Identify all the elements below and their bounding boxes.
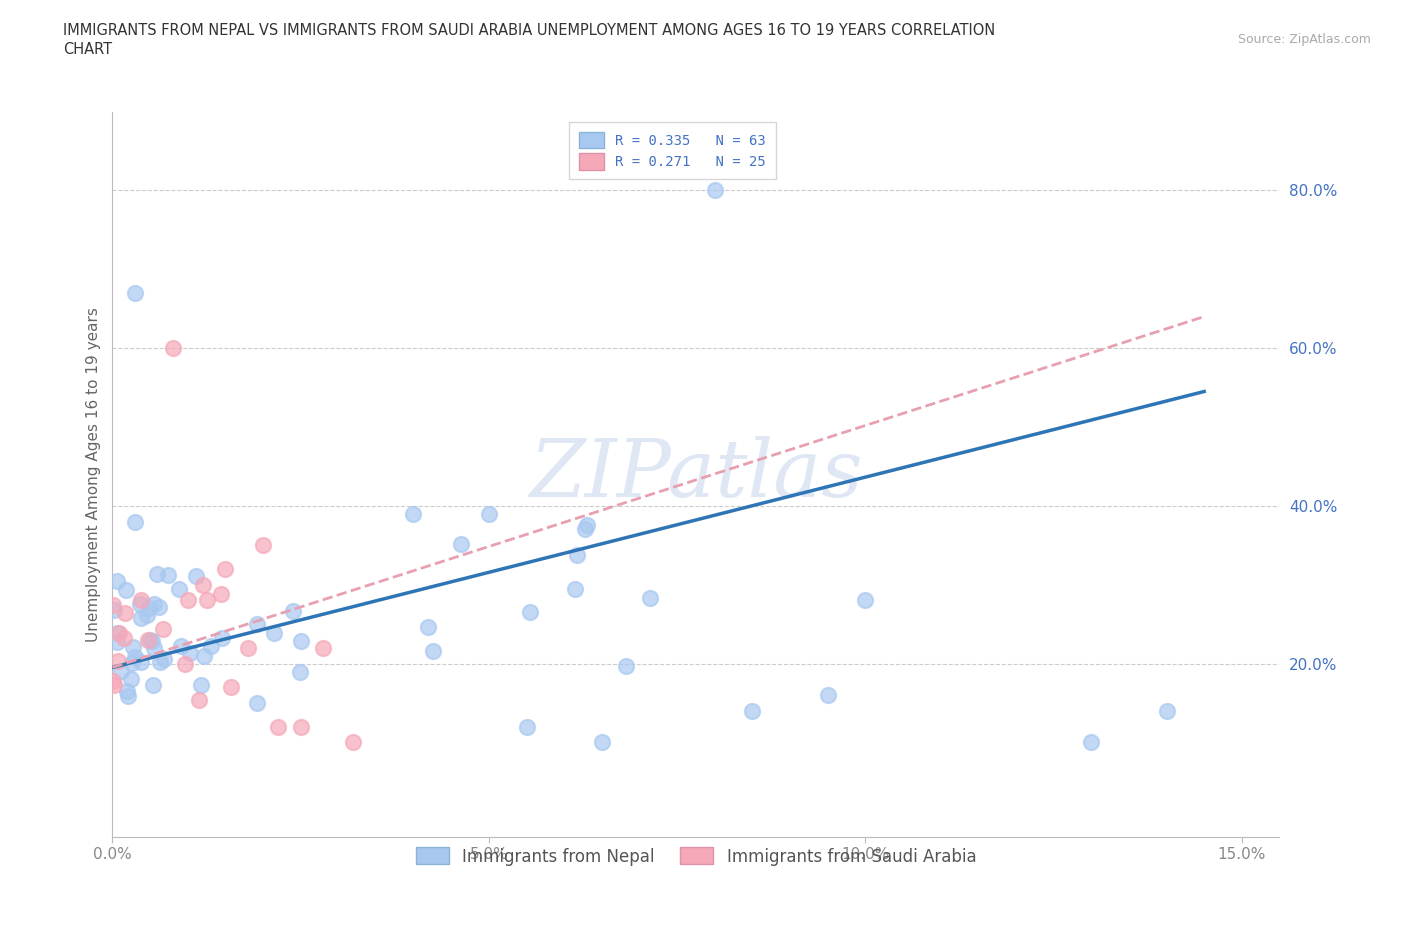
Point	[170, 639, 193, 654]
Point	[290, 634, 312, 649]
Point	[138, 601, 160, 616]
Text: IMMIGRANTS FROM NEPAL VS IMMIGRANTS FROM SAUDI ARABIA UNEMPLOYMENT AMONG AGES 16: IMMIGRANTS FROM NEPAL VS IMMIGRANTS FROM…	[63, 23, 995, 38]
Point	[252, 538, 274, 552]
Point	[416, 619, 439, 634]
Point	[129, 596, 152, 611]
Point	[246, 696, 269, 711]
Point	[146, 566, 169, 581]
Y-axis label: Unemployment Among Ages 16 to 19 years: Unemployment Among Ages 16 to 19 years	[86, 307, 101, 642]
Point	[107, 626, 129, 641]
Point	[105, 626, 128, 641]
Point	[263, 625, 285, 640]
Point	[211, 631, 233, 645]
Point	[219, 680, 242, 695]
Point	[246, 616, 269, 631]
Point	[184, 569, 207, 584]
Point	[200, 638, 222, 653]
Point	[110, 664, 132, 679]
Point	[565, 547, 588, 562]
Point	[478, 506, 501, 521]
Point	[312, 641, 335, 656]
Point	[129, 654, 152, 669]
Point	[142, 678, 165, 693]
Point	[141, 633, 163, 648]
Point	[115, 684, 138, 698]
Point	[136, 607, 159, 622]
Point	[173, 657, 195, 671]
Point	[152, 652, 174, 667]
Point	[191, 578, 214, 592]
Point	[402, 506, 425, 521]
Point	[162, 340, 184, 355]
Point	[143, 640, 166, 655]
Legend: Immigrants from Nepal, Immigrants from Saudi Arabia: Immigrants from Nepal, Immigrants from S…	[409, 841, 983, 872]
Point	[124, 286, 146, 300]
Point	[139, 632, 162, 647]
Point	[422, 644, 444, 658]
Point	[120, 671, 142, 686]
Point	[576, 518, 599, 533]
Point	[190, 677, 212, 692]
Point	[112, 631, 135, 645]
Point	[101, 597, 124, 612]
Point	[115, 583, 138, 598]
Point	[136, 632, 159, 647]
Point	[121, 656, 143, 671]
Point	[281, 604, 304, 618]
Text: Source: ZipAtlas.com: Source: ZipAtlas.com	[1237, 33, 1371, 46]
Text: ZIPatlas: ZIPatlas	[529, 435, 863, 513]
Point	[143, 596, 166, 611]
Point	[214, 562, 236, 577]
Point	[129, 592, 152, 607]
Point	[193, 648, 215, 663]
Point	[195, 593, 218, 608]
Point	[591, 735, 613, 750]
Point	[267, 719, 290, 734]
Point	[516, 719, 538, 734]
Point	[817, 687, 839, 702]
Point	[638, 591, 661, 605]
Point	[703, 183, 725, 198]
Point	[614, 658, 637, 673]
Point	[105, 635, 128, 650]
Point	[101, 674, 124, 689]
Point	[574, 521, 596, 536]
Point	[149, 654, 172, 669]
Point	[519, 604, 541, 619]
Point	[177, 593, 200, 608]
Point	[124, 649, 146, 664]
Point	[103, 677, 125, 692]
Point	[1080, 735, 1102, 750]
Point	[117, 688, 139, 703]
Text: CHART: CHART	[63, 42, 112, 57]
Point	[167, 582, 190, 597]
Point	[236, 641, 259, 656]
Point	[290, 719, 312, 734]
Point	[105, 574, 128, 589]
Point	[152, 621, 174, 636]
Point	[188, 693, 211, 708]
Point	[124, 514, 146, 529]
Point	[450, 536, 472, 551]
Point	[156, 567, 179, 582]
Point	[564, 582, 586, 597]
Point	[853, 593, 876, 608]
Point	[209, 586, 232, 601]
Point	[179, 645, 201, 660]
Point	[114, 605, 136, 620]
Point	[1156, 703, 1178, 718]
Point	[342, 735, 364, 750]
Point	[131, 610, 153, 625]
Point	[103, 603, 125, 618]
Point	[148, 599, 170, 614]
Point	[107, 654, 129, 669]
Point	[122, 640, 145, 655]
Point	[741, 703, 763, 718]
Point	[288, 664, 311, 679]
